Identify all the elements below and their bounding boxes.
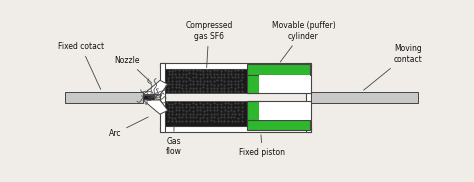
Bar [306,63,311,132]
Text: Compressed
gas SF6: Compressed gas SF6 [185,21,233,68]
Bar [165,101,247,126]
Text: Fixed cotact: Fixed cotact [58,42,104,89]
Text: Arc: Arc [109,117,148,138]
Bar [259,101,310,120]
Bar [247,101,259,120]
Bar [160,63,311,69]
Bar [247,75,259,93]
Bar [65,92,143,103]
Bar [259,75,310,93]
Bar [247,120,310,130]
Text: Movable (puffer)
cylinder: Movable (puffer) cylinder [272,21,335,62]
Bar [160,126,311,132]
Text: Nozzle: Nozzle [115,56,152,83]
Bar [311,92,418,103]
Text: Fixed piston: Fixed piston [239,135,285,157]
Bar [165,69,247,93]
Polygon shape [143,80,168,95]
Bar [160,63,165,132]
Bar [247,64,310,75]
Polygon shape [143,100,168,114]
Text: Gas
flow: Gas flow [166,126,182,156]
Bar [143,95,154,100]
Text: Moving
contact: Moving contact [364,44,422,90]
